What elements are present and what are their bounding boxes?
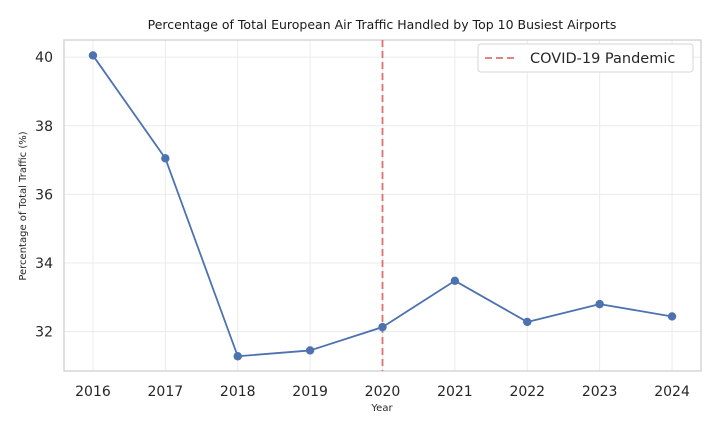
data-point: [450, 276, 460, 285]
x-tick-label: 2023: [582, 384, 618, 400]
data-point: [233, 352, 242, 361]
x-tick-label: 2020: [365, 384, 401, 400]
y-tick-label: 40: [35, 50, 53, 66]
x-tick-label: 2021: [437, 384, 473, 400]
data-point: [305, 346, 315, 355]
chart-title: Percentage of Total European Air Traffic…: [148, 17, 617, 32]
legend-box: [477, 43, 694, 73]
data-point: [88, 51, 98, 60]
data-point: [667, 312, 677, 321]
data-point: [161, 154, 170, 163]
x-tick-label: 2019: [292, 384, 328, 400]
data-point: [378, 322, 387, 332]
x-tick-label: 2022: [509, 384, 545, 400]
y-tick-label: 34: [35, 256, 53, 272]
legend-entry: COVID-19 Pandemic: [530, 51, 675, 67]
x-axis-label: Year: [370, 403, 393, 414]
data-point: [595, 299, 604, 309]
x-tick-label: 2017: [148, 384, 184, 400]
plot-area: 2016 2017 2018 2019 2020 2021 2022 2023 2024 32 34…: [35, 39, 702, 400]
legend: COVID-19 Pandemic: [477, 43, 694, 73]
data-point: [523, 317, 532, 327]
y-tick-label: 38: [35, 119, 53, 135]
y-tick-label: 32: [35, 325, 53, 341]
x-tick-label: 2018: [220, 384, 256, 400]
x-tick-label: 2024: [654, 384, 690, 400]
x-tick-label: 2016: [75, 384, 111, 400]
y-axis-label: Percentage of Total Traffic (%): [18, 131, 29, 280]
y-tick-label: 36: [35, 187, 53, 203]
